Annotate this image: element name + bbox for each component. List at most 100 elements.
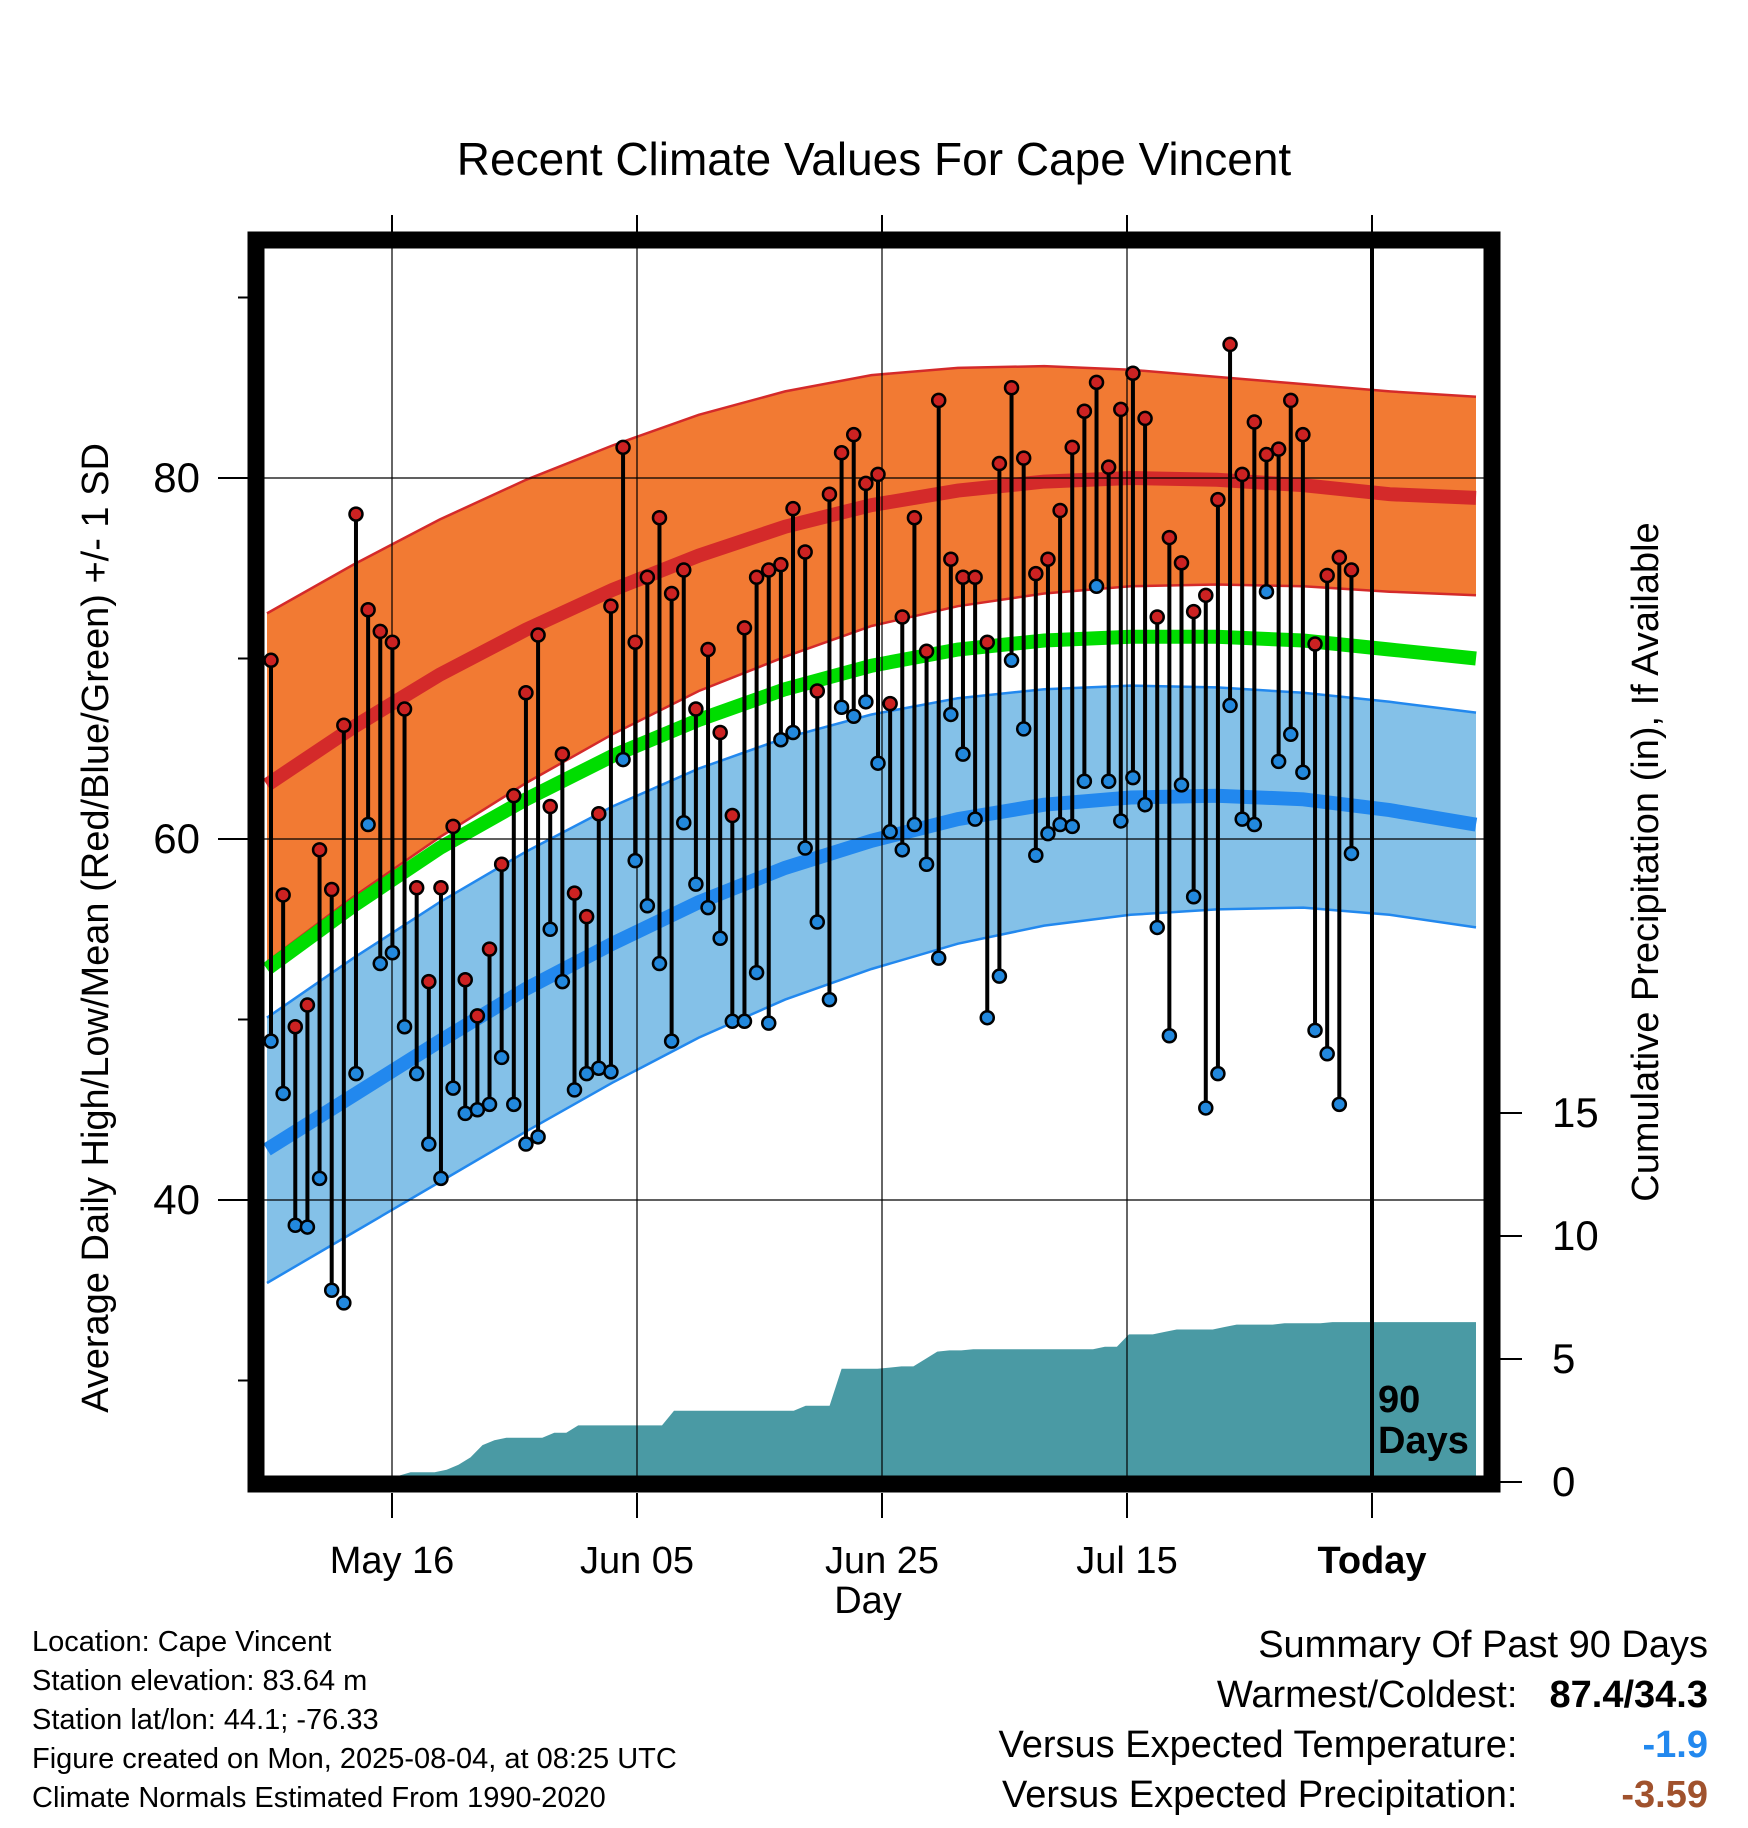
daily-low-point <box>408 1065 425 1082</box>
daily-high-point <box>882 695 898 712</box>
y2-tick-label: 0 <box>1552 1458 1575 1505</box>
daily-high-point <box>833 444 850 461</box>
daily-high-point <box>1198 587 1214 604</box>
daily-low-point <box>785 724 801 741</box>
y2-axis-label: Cumulative Precipitation (in), If Availa… <box>1625 522 1667 1201</box>
normal-mean-line <box>262 629 1477 975</box>
daily-high-point <box>1003 380 1020 396</box>
today-annotation: Days <box>1378 1420 1469 1462</box>
precip-area <box>267 1322 1476 1482</box>
daily-low-point <box>736 1013 753 1030</box>
daily-low-point <box>1307 1022 1323 1039</box>
warmest-row: Warmest/Coldest: 87.4/34.3 <box>999 1670 1708 1720</box>
daily-high-point <box>384 634 401 651</box>
daily-high-point <box>1161 529 1178 546</box>
daily-high-point <box>1185 603 1202 620</box>
daily-low-point <box>1052 816 1068 833</box>
daily-low-point <box>906 816 923 833</box>
daily-high-point <box>591 805 607 822</box>
daily-low-point <box>845 708 862 725</box>
daily-high-point <box>809 683 826 699</box>
daily-high-point <box>1125 365 1141 382</box>
daily-low-point <box>833 699 850 715</box>
daily-low-point <box>421 1136 437 1152</box>
daily-low-point <box>1161 1027 1178 1044</box>
daily-high-point <box>845 426 862 443</box>
daily-high-point <box>348 506 364 522</box>
daily-low-point <box>639 898 656 914</box>
plot-border <box>247 231 1501 1493</box>
daily-high-point <box>554 746 571 762</box>
daily-low-point <box>566 1082 583 1098</box>
daily-low-point <box>1343 845 1360 862</box>
daily-low-point <box>1283 726 1299 743</box>
daily-high-point <box>1040 551 1056 567</box>
daily-high-point <box>906 509 923 526</box>
daily-high-point <box>287 1018 304 1035</box>
daily-high-point <box>469 1008 486 1024</box>
daily-high-point <box>1088 374 1105 391</box>
daily-low-point <box>1258 583 1275 600</box>
daily-high-point <box>506 787 522 804</box>
daily-high-point <box>615 439 631 456</box>
daily-low-point <box>712 930 728 947</box>
daily-high-point <box>870 466 886 483</box>
daily-low-point <box>1270 753 1287 770</box>
daily-high-point <box>481 941 498 957</box>
daily-low-point <box>493 1049 510 1066</box>
daily-high-point <box>1246 414 1263 430</box>
daily-high-point <box>433 879 449 896</box>
daily-high-point <box>688 701 704 717</box>
daily-high-point <box>493 856 510 873</box>
daily-low-point <box>870 755 886 771</box>
daily-low-point <box>1003 652 1020 669</box>
daily-low-point <box>1295 764 1311 780</box>
daily-low-point <box>263 1033 279 1049</box>
daily-low-point <box>1040 825 1056 842</box>
precip-row: Versus Expected Precipitation: -3.59 <box>999 1770 1708 1820</box>
daily-low-point <box>372 955 389 972</box>
daily-high-point <box>1137 410 1153 427</box>
daily-low-point <box>1198 1100 1214 1116</box>
daily-high-point <box>785 500 801 517</box>
daily-low-point <box>433 1170 449 1187</box>
daily-high-point <box>1210 491 1226 508</box>
daily-low-point <box>1173 777 1190 793</box>
y-axis-label: Average Daily High/Low/Mean (Red/Blue/Gr… <box>75 443 117 1413</box>
daily-low-point <box>1100 773 1117 789</box>
daily-low-point <box>894 842 911 858</box>
daily-high-point <box>1331 549 1348 566</box>
daily-high-point <box>627 634 643 651</box>
daily-low-point <box>481 1096 498 1113</box>
station-info: Location: Cape Vincent Station elevation… <box>32 1623 677 1818</box>
daily-low-point <box>518 1136 534 1152</box>
warmest-label: Warmest/Coldest: <box>1216 1674 1518 1716</box>
daily-low-point <box>445 1080 461 1096</box>
daily-low-point <box>688 876 704 892</box>
daily-low-point <box>748 964 765 981</box>
daily-low-point <box>773 731 789 748</box>
daily-high-point <box>1283 392 1299 409</box>
daily-high-point <box>1052 502 1068 519</box>
daily-high-point <box>566 885 583 901</box>
daily-low-point <box>627 852 643 869</box>
daily-high-point <box>603 598 619 614</box>
daily-low-point <box>530 1129 546 1145</box>
daily-low-point <box>554 973 571 990</box>
daily-high-point <box>943 551 959 567</box>
daily-high-point <box>299 997 316 1013</box>
daily-high-point <box>894 609 911 625</box>
created-text: Figure created on Mon, 2025-08-04, at 08… <box>32 1743 677 1775</box>
daily-low-point <box>1015 721 1032 737</box>
x-tick-label: Jun 25 <box>825 1540 939 1582</box>
daily-high-point <box>1258 446 1275 463</box>
daily-high-point <box>421 973 437 990</box>
normal-low-line <box>263 788 1478 1156</box>
daily-high-point <box>323 881 340 898</box>
daily-low-point <box>955 746 971 762</box>
daily-low-point <box>1125 769 1141 786</box>
daily-high-point <box>773 556 789 573</box>
daily-high-point <box>1295 426 1311 443</box>
normal-high-line <box>263 470 1477 791</box>
